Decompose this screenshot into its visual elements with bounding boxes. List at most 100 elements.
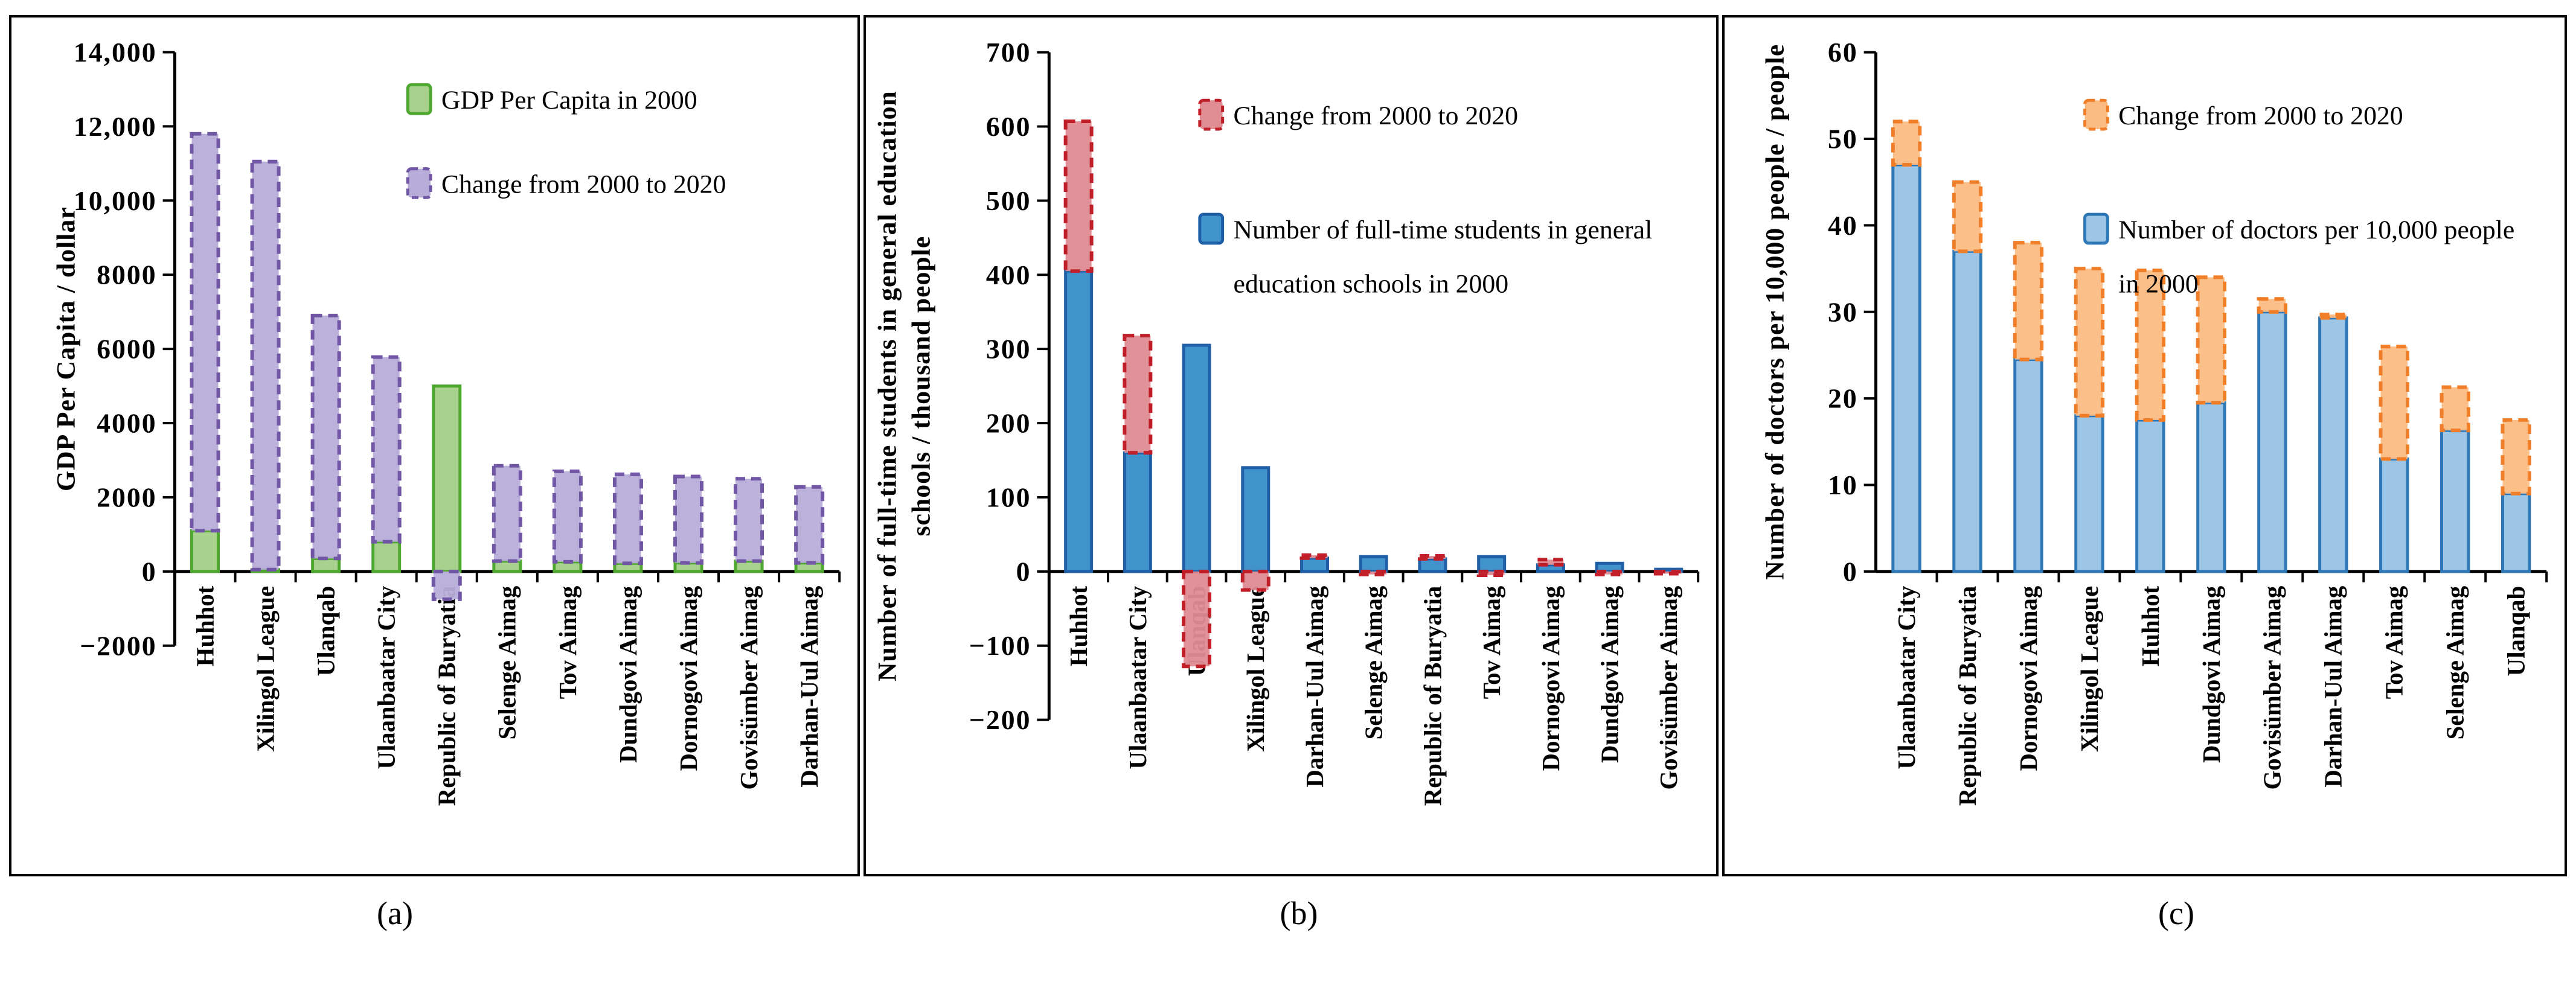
category-label: Xilingol League xyxy=(252,586,279,752)
chart-b-svg: 700 600 500 400 300 200 100 0 −100 −200 Number of … xyxy=(873,37,1700,806)
bar-base-segment xyxy=(1241,466,1270,573)
bar-base-segment xyxy=(1891,163,1921,573)
category-label: Dornogovi Aimag xyxy=(2015,586,2042,771)
bar-change-segment xyxy=(2501,418,2531,496)
y-tick-label: 8000 xyxy=(97,260,156,290)
category-label: Darhan-Uul Aimag xyxy=(2320,586,2347,788)
bar-change-segment xyxy=(250,159,281,572)
bar-change-segment xyxy=(673,474,704,565)
y-tick-label: 200 xyxy=(986,408,1031,439)
category-label: Ulaanbaatar City xyxy=(1124,586,1152,770)
bar-change-segment xyxy=(1063,119,1094,273)
bar-base-segment xyxy=(2318,316,2348,573)
category-label: Dundgovi Aimag xyxy=(2198,586,2225,763)
bar-change-segment xyxy=(552,469,583,564)
bar-base-segment xyxy=(2135,418,2165,573)
y-tick-label: −200 xyxy=(969,704,1031,735)
bar-change-segment xyxy=(492,464,522,563)
bar-base-segment xyxy=(1123,451,1152,573)
category-label: Selenge Aimag xyxy=(494,586,521,740)
category-label: Huhhot xyxy=(191,585,219,666)
category-label: Dornogovi Aimag xyxy=(1537,586,1565,771)
bar-change-segment xyxy=(612,472,643,566)
bar-change-segment xyxy=(794,485,825,565)
legend-label: Change from 2000 to 2020 xyxy=(441,170,726,199)
y-tick-label: 2000 xyxy=(97,482,156,512)
bar-change-segment xyxy=(2074,267,2105,418)
bar-base-segment xyxy=(190,529,220,573)
category-label: Xilingol League xyxy=(1242,586,1269,752)
category-label: Tov Aimag xyxy=(1478,586,1505,700)
legend-swatch xyxy=(406,83,432,115)
category-label: Darhan-Uul Aimag xyxy=(796,586,823,788)
y-tick-label: 40 xyxy=(1828,210,1858,241)
legend-label: in 2000 xyxy=(2118,269,2198,298)
category-label: Dundgovi Aimag xyxy=(1597,586,1624,763)
caption-a: (a) xyxy=(377,895,413,931)
chart-c-svg: 60 50 40 30 20 10 0 Number of doctors per 10,00… xyxy=(1760,37,2548,806)
legend-swatch xyxy=(2083,212,2109,245)
category-label: Republic of Buryatia xyxy=(1954,586,1981,806)
y-tick-label: 700 xyxy=(986,37,1031,68)
category-label: Dundgovi Aimag xyxy=(615,586,642,763)
legend-swatch xyxy=(1198,212,1225,245)
bar-base-segment xyxy=(1359,555,1388,573)
y-tick-label: 14,000 xyxy=(74,37,157,68)
bar-base-segment xyxy=(2074,414,2104,573)
bar-change-segment xyxy=(1359,569,1389,576)
category-label: Govisümber Aimag xyxy=(735,586,763,790)
legend-swatch xyxy=(406,167,432,199)
bar-base-segment xyxy=(1182,343,1211,573)
category-label: Huhhot xyxy=(2137,585,2164,666)
y-tick-label: −2000 xyxy=(80,630,156,661)
category-label: Tov Aimag xyxy=(2381,586,2408,700)
bar-change-segment xyxy=(1536,558,1566,567)
category-label: Darhan-Uul Aimag xyxy=(1301,586,1328,788)
bar-base-segment xyxy=(2013,358,2043,573)
category-label: Republic of Buryatia xyxy=(434,586,461,806)
caption-c: (c) xyxy=(2158,895,2194,931)
bar-change-segment xyxy=(1476,569,1507,577)
bar-change-segment xyxy=(1123,334,1153,455)
category-label: Ulaanbaatar City xyxy=(1893,586,1920,770)
bar-base-segment xyxy=(2501,492,2531,573)
bar-base-segment xyxy=(1952,249,1982,573)
bar-change-segment xyxy=(2196,275,2227,405)
y-tick-label: 12,000 xyxy=(74,111,157,142)
bar-change-segment xyxy=(371,355,402,544)
y-tick-label: 20 xyxy=(1828,383,1858,414)
bar-change-segment xyxy=(2440,385,2470,433)
category-label: Ulanqab xyxy=(2503,586,2530,677)
y-tick-label: 50 xyxy=(1828,124,1858,155)
category-label: Selenge Aimag xyxy=(1360,586,1388,740)
bar-change-segment xyxy=(190,132,220,533)
bar-base-segment xyxy=(2196,401,2226,573)
legend-swatch xyxy=(1198,98,1225,131)
bar-change-segment xyxy=(1182,569,1212,669)
chart-panel-a: 14,000 12,000 10,000 8000 6000 4000 2000 0 −2000… xyxy=(9,15,860,876)
y-axis-title: Number of doctors per 10,000 people / pe… xyxy=(1760,44,1789,580)
chart-panel-b: 700 600 500 400 300 200 100 0 −100 −200 Number of … xyxy=(863,15,1719,876)
legend-label: Number of doctors per 10,000 people xyxy=(2118,215,2514,244)
category-label: Republic of Buryatia xyxy=(1419,586,1446,806)
y-tick-label: 600 xyxy=(986,111,1031,142)
chart-a-svg: 14,000 12,000 10,000 8000 6000 4000 2000 0 −2000… xyxy=(51,37,841,806)
bar-base-segment xyxy=(432,384,462,573)
bar-base-segment xyxy=(2379,457,2409,573)
bar-change-segment xyxy=(1240,569,1270,592)
bar-change-segment xyxy=(1952,180,1983,253)
category-label: Tov Aimag xyxy=(554,586,582,700)
category-label: Govisümber Aimag xyxy=(1655,586,1682,790)
y-tick-label: 0 xyxy=(1843,556,1858,587)
bar-change-segment xyxy=(734,477,764,563)
category-label: Ulaanbaatar City xyxy=(373,586,400,770)
category-label: Govisümber Aimag xyxy=(2259,586,2286,790)
category-label: Dornogovi Aimag xyxy=(675,586,702,771)
bar-change-segment xyxy=(2135,268,2166,422)
bar-change-segment xyxy=(1595,569,1625,576)
y-tick-label: 60 xyxy=(1828,37,1858,68)
bar-base-segment xyxy=(371,540,402,573)
bar-change-segment xyxy=(1653,569,1684,576)
chart-panel-c: 60 50 40 30 20 10 0 Number of doctors per 10,00… xyxy=(1722,15,2567,876)
bar-change-segment xyxy=(2013,241,2044,362)
